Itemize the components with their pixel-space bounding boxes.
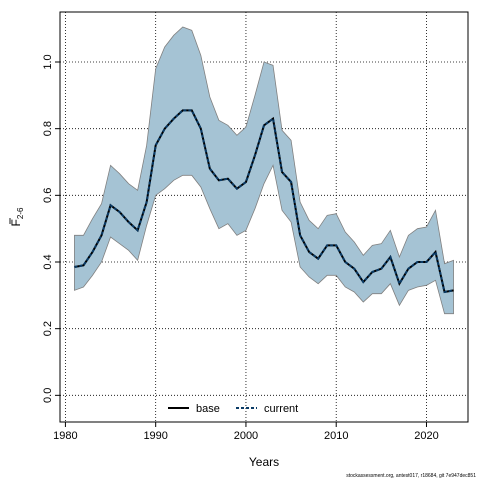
y-axis-title: F2-6 — [9, 207, 25, 226]
y-tick-label: 0.8 — [42, 121, 54, 136]
x-tick-label: 2010 — [324, 430, 348, 442]
x-axis: 1980 1990 2000 2010 2020 — [53, 422, 439, 442]
y-tick-label: 0.0 — [42, 388, 54, 403]
x-tick-label: 1990 — [143, 430, 167, 442]
x-axis-title: Years — [249, 455, 279, 469]
legend-base-label: base — [196, 403, 220, 415]
confidence-band — [74, 26, 454, 315]
current-series-line — [74, 109, 454, 294]
svg-text:F2-6: F2-6 — [9, 207, 25, 226]
y-axis-title-main: F — [9, 219, 23, 226]
x-tick-label: 2020 — [414, 430, 438, 442]
legend: base current — [168, 403, 298, 415]
x-tick-label: 1980 — [53, 430, 77, 442]
x-tick-label: 2000 — [234, 430, 258, 442]
footnote: stockassessment.org, antest017, r18684, … — [346, 473, 476, 479]
y-tick-label: 0.6 — [42, 188, 54, 203]
legend-current-label: current — [264, 403, 298, 415]
y-axis: 0.0 0.2 0.4 0.6 0.8 1.0 — [42, 54, 60, 403]
y-tick-label: 0.4 — [42, 254, 54, 269]
plot-frame — [59, 11, 469, 423]
y-axis-title-sub: 2-6 — [16, 207, 25, 219]
y-tick-label: 1.0 — [42, 54, 54, 69]
y-tick-label: 0.2 — [42, 321, 54, 336]
